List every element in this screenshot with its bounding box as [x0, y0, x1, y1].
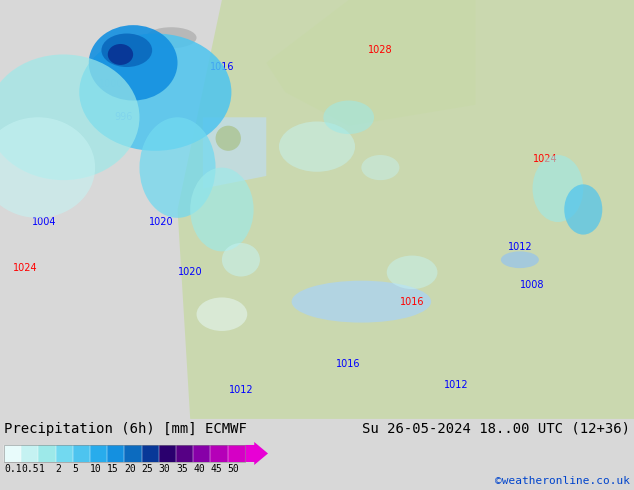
Bar	[176, 445, 193, 462]
Text: ©weatheronline.co.uk: ©weatheronline.co.uk	[495, 476, 630, 486]
Ellipse shape	[279, 122, 355, 172]
Ellipse shape	[501, 251, 539, 268]
Text: 1012: 1012	[508, 242, 532, 252]
Text: 0.1: 0.1	[4, 464, 22, 474]
Text: 1000: 1000	[99, 79, 123, 89]
Ellipse shape	[108, 44, 133, 65]
Polygon shape	[178, 0, 634, 419]
Bar	[158, 445, 176, 462]
Text: 0.5: 0.5	[21, 464, 39, 474]
Bar	[107, 445, 124, 462]
Ellipse shape	[533, 155, 583, 222]
Bar	[4, 445, 245, 462]
Text: 45: 45	[210, 464, 222, 474]
Ellipse shape	[139, 117, 216, 218]
Bar	[141, 445, 158, 462]
Text: 1016: 1016	[337, 360, 361, 369]
Text: Su 26-05-2024 18..00 UTC (12+36): Su 26-05-2024 18..00 UTC (12+36)	[362, 422, 630, 436]
Text: 40: 40	[193, 464, 205, 474]
Text: 25: 25	[141, 464, 153, 474]
Ellipse shape	[190, 168, 254, 251]
Text: 1016: 1016	[210, 62, 234, 72]
Text: 996: 996	[115, 112, 133, 122]
Polygon shape	[203, 117, 266, 189]
Text: 1012: 1012	[444, 380, 469, 391]
Text: 30: 30	[158, 464, 171, 474]
Text: 50: 50	[228, 464, 240, 474]
Bar	[210, 445, 228, 462]
Text: 1020: 1020	[178, 268, 202, 277]
Text: 1016: 1016	[400, 296, 424, 307]
Text: 15: 15	[107, 464, 119, 474]
Text: Precipitation (6h) [mm] ECMWF: Precipitation (6h) [mm] ECMWF	[4, 422, 247, 436]
Bar	[39, 445, 56, 462]
Text: 1004: 1004	[32, 217, 56, 227]
Ellipse shape	[101, 33, 152, 67]
Text: 1024: 1024	[533, 154, 557, 164]
Ellipse shape	[361, 155, 399, 180]
Ellipse shape	[222, 243, 260, 276]
Bar	[193, 445, 210, 462]
Ellipse shape	[564, 184, 602, 235]
Ellipse shape	[292, 281, 431, 322]
Bar	[90, 445, 107, 462]
Bar	[21, 445, 39, 462]
Text: 1020: 1020	[150, 217, 174, 227]
Ellipse shape	[0, 117, 95, 218]
Text: 1028: 1028	[368, 45, 392, 55]
Text: 20: 20	[124, 464, 136, 474]
Polygon shape	[266, 0, 476, 126]
Ellipse shape	[0, 54, 139, 180]
Text: 10: 10	[90, 464, 101, 474]
Text: 1024: 1024	[13, 263, 37, 273]
Text: 2: 2	[56, 464, 61, 474]
FancyArrow shape	[245, 442, 268, 465]
Text: 1012: 1012	[229, 385, 253, 394]
Ellipse shape	[387, 256, 437, 289]
Ellipse shape	[197, 297, 247, 331]
Text: 1008: 1008	[521, 280, 545, 290]
Ellipse shape	[146, 27, 197, 48]
Text: 1: 1	[39, 464, 44, 474]
Ellipse shape	[216, 125, 241, 151]
Ellipse shape	[89, 25, 178, 100]
Text: 35: 35	[176, 464, 188, 474]
Bar	[124, 445, 141, 462]
Bar	[228, 445, 245, 462]
Ellipse shape	[323, 100, 374, 134]
Bar	[4, 445, 21, 462]
Ellipse shape	[79, 33, 231, 151]
Bar	[73, 445, 90, 462]
Text: 5: 5	[73, 464, 79, 474]
Bar	[56, 445, 73, 462]
